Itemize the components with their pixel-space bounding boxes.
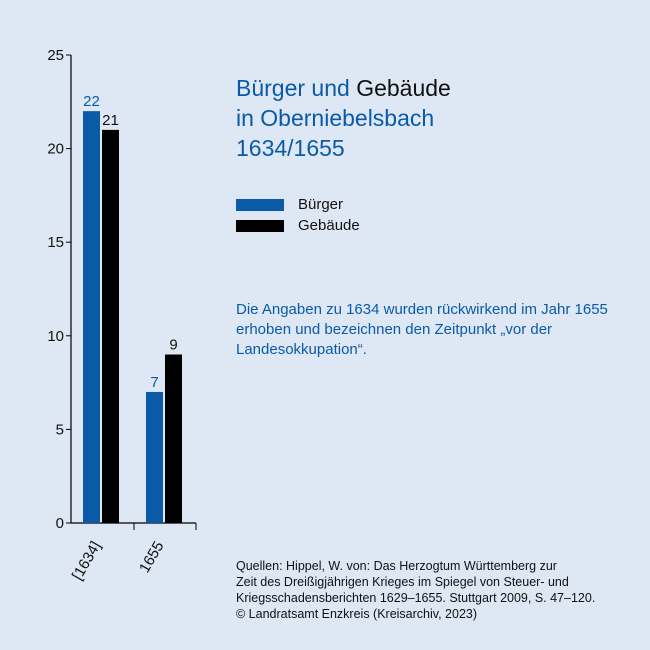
- legend-label-buerger: Bürger: [298, 196, 344, 213]
- bar-value-label: 22: [83, 93, 100, 110]
- bar-buerger: [83, 111, 100, 523]
- sources-line: Quellen: Hippel, W. von: Das Herzogtum W…: [236, 559, 557, 573]
- title-part-gebaeude: Gebäude: [356, 75, 451, 101]
- bar-gebaeude: [165, 354, 182, 523]
- legend-item-buerger: Bürger: [236, 194, 360, 215]
- legend-label-gebaeude: Gebäude: [298, 217, 360, 234]
- x-category-label: 1655: [136, 539, 167, 576]
- y-tick-label: 10: [47, 328, 64, 345]
- sources-line: Kriegsschadensberichten 1629–1655. Stutt…: [236, 591, 596, 605]
- y-tick-label: 0: [56, 515, 64, 532]
- y-tick-label: 15: [47, 234, 64, 251]
- x-category-label: [1634]: [69, 539, 105, 584]
- legend-item-gebaeude: Gebäude: [236, 215, 360, 236]
- y-tick-label: 20: [47, 141, 64, 158]
- copyright-line: © Landratsamt Enzkreis (Kreisarchiv, 202…: [236, 607, 478, 621]
- y-tick-label: 25: [47, 47, 64, 64]
- y-tick-label: 5: [56, 421, 64, 438]
- title-part-buerger: Bürger und: [236, 75, 350, 101]
- legend-swatch-buerger: [236, 198, 284, 211]
- bar-value-label: 21: [102, 112, 119, 129]
- title-line-place: in Oberniebelsbach: [236, 105, 435, 131]
- legend-swatch-gebaeude: [236, 219, 284, 232]
- chart-title: Bürger und Gebäude in Oberniebelsbach 16…: [236, 73, 451, 163]
- bar-value-label: 7: [150, 374, 158, 391]
- bar-gebaeude: [102, 129, 119, 523]
- chart-legend: Bürger Gebäude: [236, 194, 360, 236]
- chart-note: Die Angaben zu 1634 wurden rückwirkend i…: [236, 301, 608, 358]
- bar-buerger: [146, 391, 163, 523]
- sources-text: Quellen: Hippel, W. von: Das Herzogtum W…: [236, 558, 641, 622]
- bar-value-label: 9: [169, 337, 177, 354]
- sources-line: Zeit des Dreißigjährigen Krieges im Spie…: [236, 575, 569, 589]
- title-line-years: 1634/1655: [236, 135, 345, 161]
